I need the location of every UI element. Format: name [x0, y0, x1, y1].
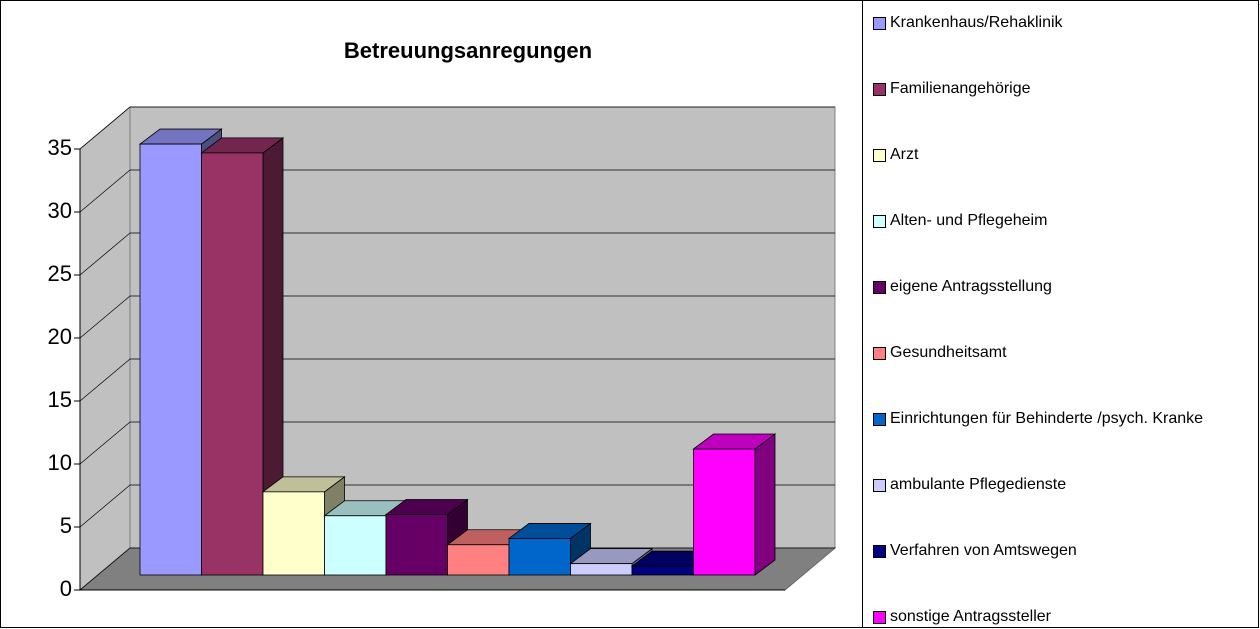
- grid-line: [79, 358, 835, 402]
- legend-entry: Einrichtungen für Behinderte /psych. Kra…: [873, 408, 1253, 430]
- legend-entry: Krankenhaus/Rehaklinik: [873, 12, 1253, 34]
- legend: Krankenhaus/Rehaklinik Familienangehörige…: [862, 0, 1259, 627]
- legend-label: Arzt: [890, 146, 919, 163]
- legend-entry: ambulante Pflegedienste: [873, 474, 1253, 496]
- legend-label: Einrichtungen für Behinderte /psych. Kra…: [890, 410, 1204, 427]
- bar: [693, 448, 756, 576]
- y-tick-label: 30: [48, 198, 72, 223]
- bar-side: [754, 433, 776, 576]
- y-tick-label: 35: [48, 135, 72, 160]
- legend-swatch: [873, 413, 886, 426]
- legend-swatch: [873, 545, 886, 558]
- side-wall: [79, 105, 131, 592]
- grid-line: [79, 295, 835, 339]
- y-tick-label: 15: [48, 387, 72, 412]
- grid-line: [79, 106, 835, 150]
- bar: [324, 515, 387, 576]
- y-tick-label: 0: [60, 576, 72, 601]
- legend-swatch: [873, 17, 886, 30]
- legend-entry: sonstige Antragssteller: [873, 606, 1253, 628]
- bar: [201, 152, 264, 576]
- legend-swatch: [873, 215, 886, 228]
- legend-swatch: [873, 149, 886, 162]
- legend-label: Verfahren von Amtswegen: [890, 542, 1077, 559]
- bar: [508, 538, 571, 576]
- chart-title: Betreuungsanregungen: [344, 38, 592, 63]
- bar: [262, 491, 325, 576]
- bar: [570, 563, 633, 576]
- y-tick-label: 5: [60, 513, 72, 538]
- y-tick-label: 10: [48, 450, 72, 475]
- legend-entry: Arzt: [873, 144, 1253, 166]
- legend-swatch: [873, 281, 886, 294]
- grid-line: [79, 484, 835, 528]
- legend-swatch: [873, 83, 886, 96]
- legend-label: Familienangehörige: [890, 80, 1031, 97]
- bar: [385, 514, 448, 576]
- grid-line: [79, 421, 835, 465]
- legend-entry: Gesundheitsamt: [873, 342, 1253, 364]
- legend-swatch: [873, 611, 886, 624]
- grid-line: [79, 169, 835, 213]
- legend-label: Gesundheitsamt: [890, 344, 1007, 361]
- legend-entry: Alten- und Pflegeheim: [873, 210, 1253, 232]
- legend-entry: eigene Antragsstellung: [873, 276, 1253, 298]
- bar: [447, 544, 510, 576]
- legend-entry: Familienangehörige: [873, 78, 1253, 100]
- legend-label: Alten- und Pflegeheim: [890, 212, 1048, 229]
- bar: [139, 143, 202, 576]
- legend-label: eigene Antragsstellung: [890, 278, 1052, 295]
- bar: [631, 565, 694, 576]
- legend-swatch: [873, 479, 886, 492]
- legend-label: Krankenhaus/Rehaklinik: [890, 14, 1063, 31]
- grid-line: [79, 232, 835, 276]
- y-tick-label: 25: [48, 261, 72, 286]
- grid-line: [79, 547, 835, 591]
- legend-label: sonstige Antragssteller: [890, 608, 1051, 625]
- legend-label: ambulante Pflegedienste: [890, 476, 1067, 493]
- legend-swatch: [873, 347, 886, 360]
- y-tick-label: 20: [48, 324, 72, 349]
- legend-entry: Verfahren von Amtswegen: [873, 540, 1253, 562]
